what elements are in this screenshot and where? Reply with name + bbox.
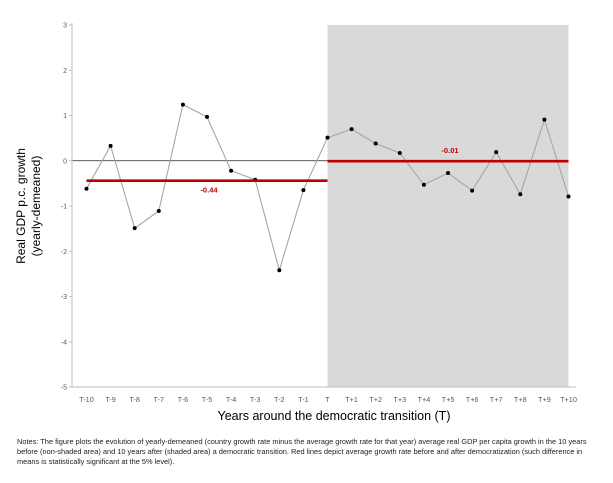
data-point xyxy=(132,226,137,231)
x-tick-label: T-3 xyxy=(250,395,261,404)
y-tick-label: -3 xyxy=(61,294,67,301)
x-tick-label: T xyxy=(325,395,330,404)
data-point xyxy=(518,192,523,197)
x-tick-label: T+7 xyxy=(490,395,503,404)
y-axis-title-unit: (yearly-demeaned) xyxy=(29,156,43,257)
x-tick-label: T-9 xyxy=(105,395,116,404)
data-point xyxy=(301,188,306,193)
y-tick-label: 2 xyxy=(63,68,67,75)
data-point xyxy=(180,102,185,107)
y-tick-label: 0 xyxy=(63,158,67,165)
y-tick-label: -2 xyxy=(61,249,67,256)
x-tick-label: T+8 xyxy=(514,395,527,404)
chart-figure: 3 2 1 0 -1 -2 -3 -4 -5 T-10 T-9 T-8 T-7 T-6 T-5 T-4 T-3 T… xyxy=(14,23,577,424)
data-point xyxy=(229,168,234,173)
x-tick-label: T+9 xyxy=(538,395,551,404)
data-point xyxy=(349,127,354,132)
x-axis-title: Years around the democratic transition (… xyxy=(218,409,451,423)
data-point xyxy=(542,117,547,122)
data-point xyxy=(494,150,499,155)
x-tick-label: T+4 xyxy=(418,395,431,404)
x-tick-label: T+1 xyxy=(345,395,358,404)
y-tick-label: -1 xyxy=(61,204,67,211)
y-tick-label: -4 xyxy=(61,339,67,346)
mean-label: -0.44 xyxy=(200,186,218,195)
x-tick-label: T+10 xyxy=(560,395,577,404)
x-tick-label: T-2 xyxy=(274,395,285,404)
data-point xyxy=(446,170,450,175)
y-tick-label: -5 xyxy=(61,385,67,392)
data-point xyxy=(566,194,571,199)
data-point xyxy=(373,141,378,146)
x-tick-label: T+2 xyxy=(369,395,382,404)
data-point xyxy=(277,268,282,273)
x-tick-label: T-4 xyxy=(226,395,237,404)
data-point xyxy=(108,143,113,148)
y-axis-title: Real GDP p.c. growth xyxy=(14,148,28,264)
data-point xyxy=(397,151,402,156)
data-point xyxy=(156,208,161,213)
x-tick-label: T-1 xyxy=(298,395,309,404)
x-tick-label: T+6 xyxy=(466,395,479,404)
chart-notes: Notes: The figure plots the evolution of… xyxy=(17,437,587,466)
y-tick-label: 3 xyxy=(63,23,67,30)
shaded-region xyxy=(327,25,569,387)
x-tick-label: T-6 xyxy=(178,395,189,404)
x-tick-label: T-7 xyxy=(154,395,165,404)
data-point xyxy=(84,186,89,191)
x-tick-label: T+5 xyxy=(442,395,455,404)
x-tick-label: T+3 xyxy=(393,395,406,404)
x-tick-label: T-8 xyxy=(129,395,140,404)
data-point xyxy=(205,114,209,119)
x-tick-label: T-5 xyxy=(202,395,213,404)
data-point xyxy=(470,188,475,193)
data-point xyxy=(325,135,330,140)
x-tick-label: T-10 xyxy=(79,395,94,404)
mean-label: -0.01 xyxy=(441,146,458,155)
data-point xyxy=(421,182,426,187)
y-tick-label: 1 xyxy=(63,113,67,120)
